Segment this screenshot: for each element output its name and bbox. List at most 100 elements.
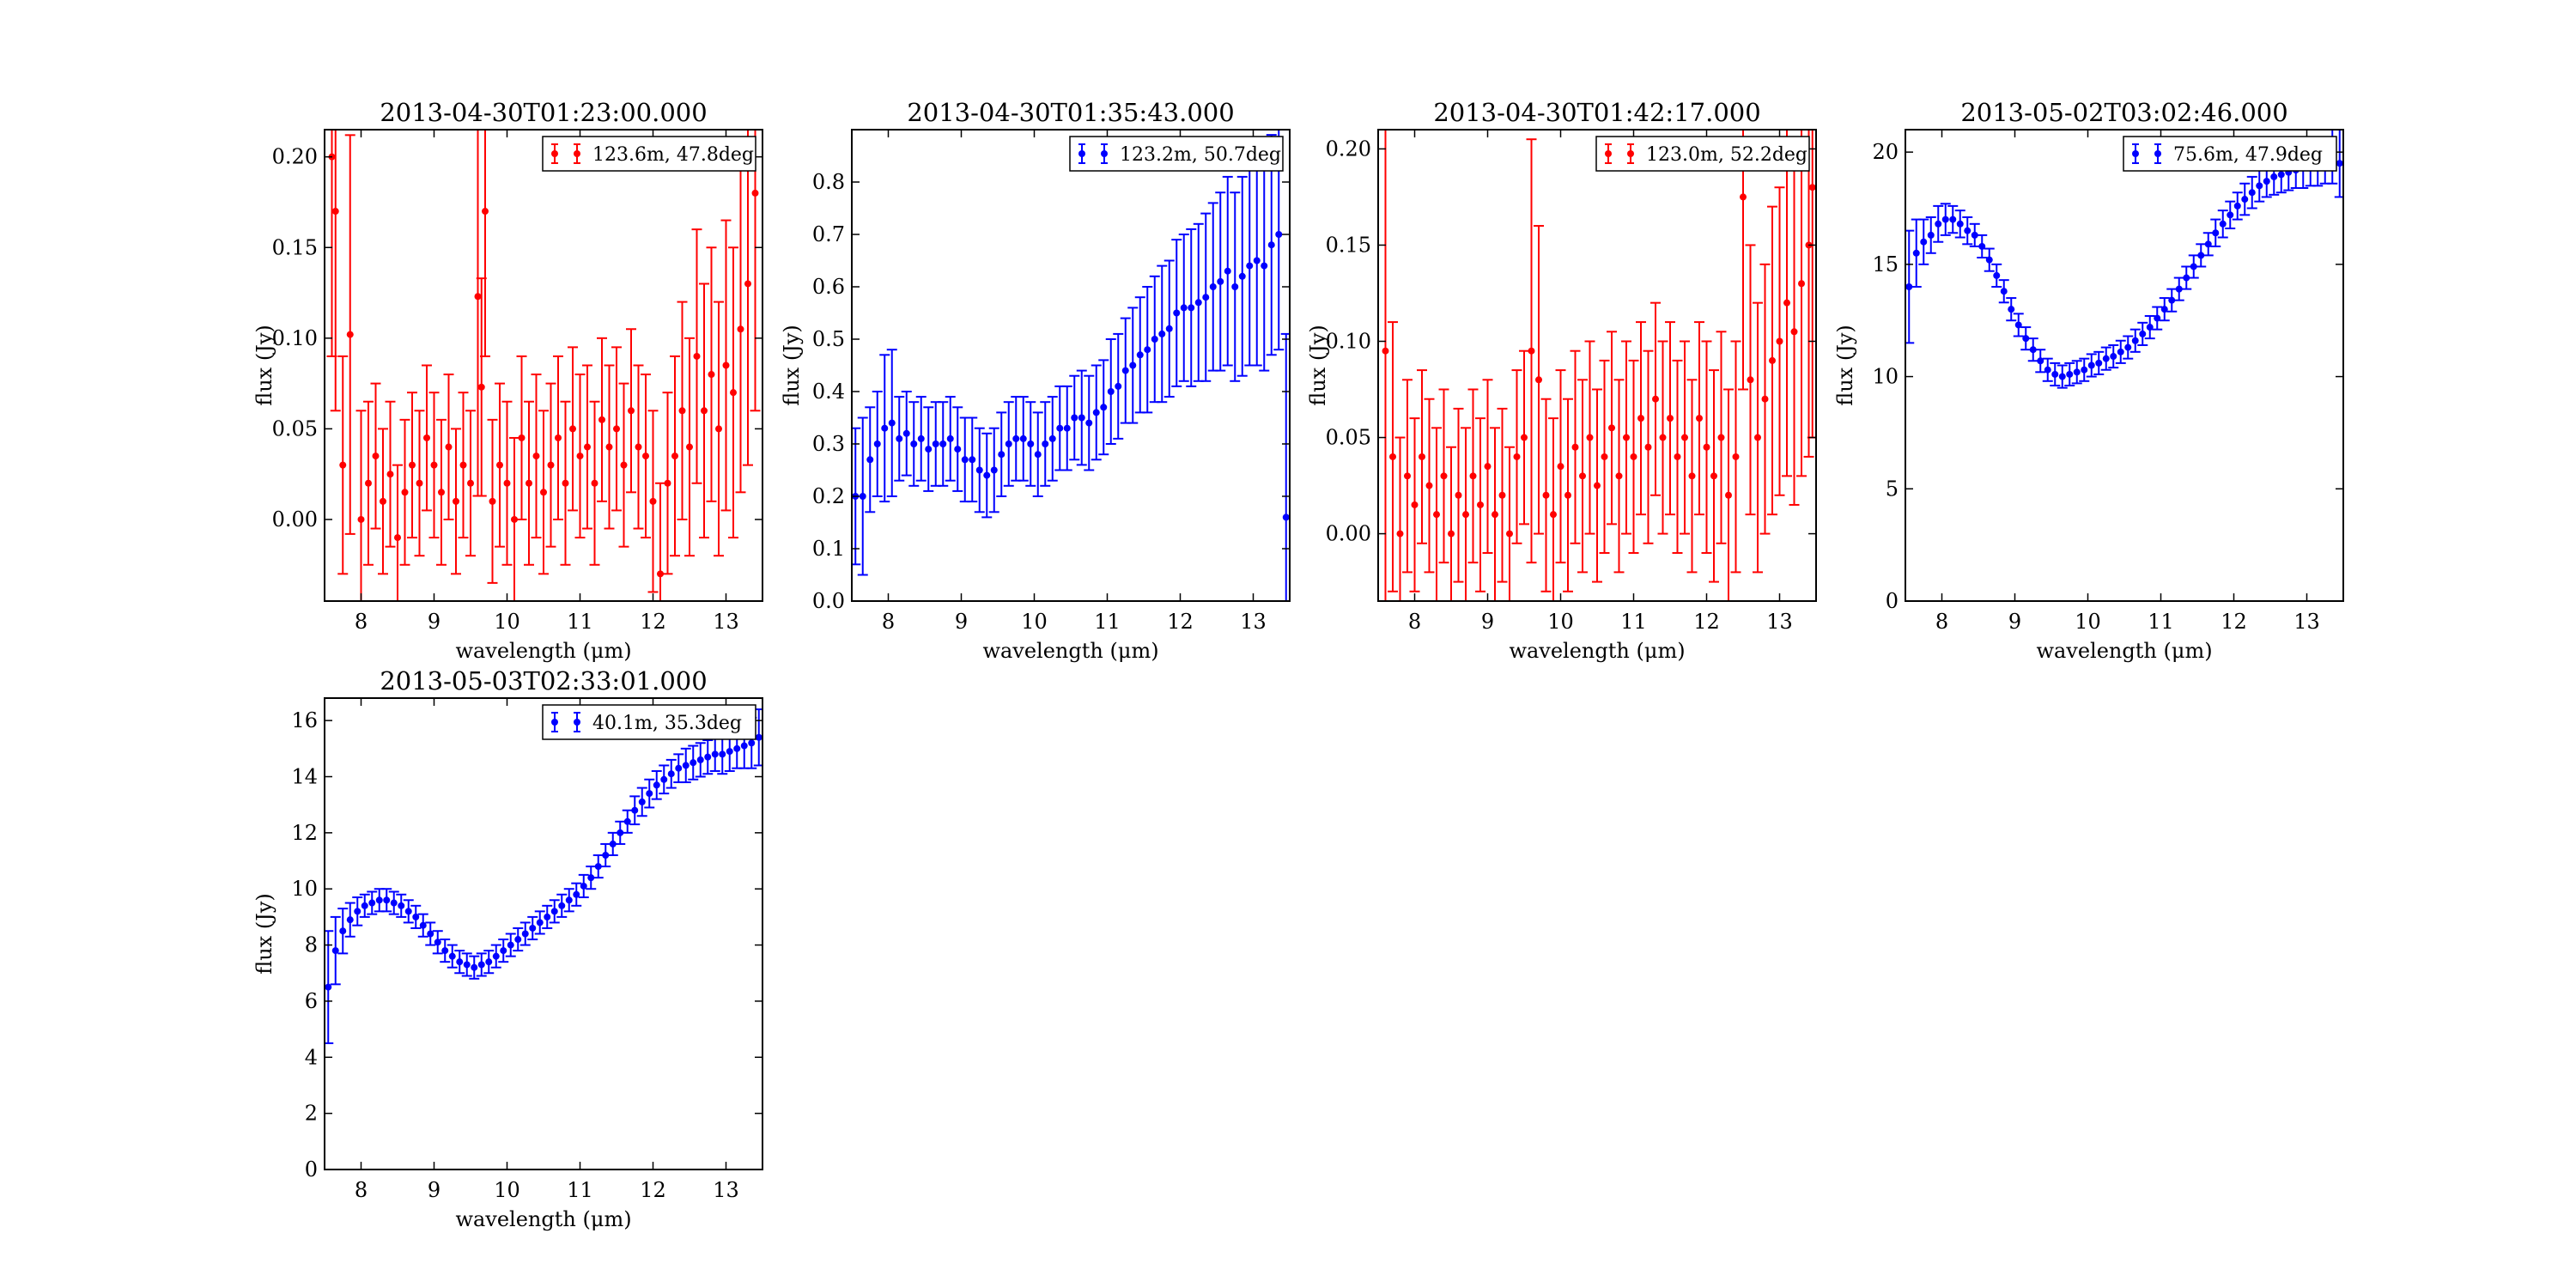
data-point bbox=[2336, 160, 2343, 167]
x-tick-label: 12 bbox=[640, 610, 666, 634]
data-point bbox=[1564, 491, 1571, 499]
series-group bbox=[852, 130, 1290, 601]
data-point bbox=[1180, 304, 1188, 312]
data-point bbox=[565, 896, 573, 904]
chart-title: 2013-05-03T02:33:01.000 bbox=[380, 666, 707, 696]
x-tick-label: 9 bbox=[428, 610, 440, 634]
data-point bbox=[896, 434, 903, 442]
data-point bbox=[1550, 511, 1557, 519]
data-point bbox=[562, 479, 569, 487]
data-point bbox=[925, 446, 933, 453]
data-point bbox=[354, 908, 361, 915]
chart-title: 2013-04-30T01:35:43.000 bbox=[907, 98, 1234, 127]
data-point bbox=[594, 863, 602, 871]
axes-frame bbox=[1377, 129, 1817, 602]
data-point bbox=[555, 434, 562, 441]
data-point bbox=[1136, 351, 1144, 359]
data-point bbox=[445, 443, 453, 451]
data-point bbox=[932, 440, 939, 447]
data-point bbox=[1484, 463, 1492, 471]
legend-marker-point bbox=[551, 719, 558, 726]
data-point bbox=[1659, 434, 1667, 441]
data-point bbox=[1710, 472, 1717, 480]
data-point bbox=[1905, 283, 1913, 290]
data-point bbox=[2022, 335, 2030, 343]
y-tick-label: 0 bbox=[1886, 589, 1899, 613]
data-point bbox=[1652, 395, 1659, 403]
data-point bbox=[1732, 453, 1740, 460]
data-point bbox=[2233, 202, 2241, 210]
chart-panel: 8 9 10 11 12 13 0.00 0.05 0.10 0.15 0.20 2013-04-30… bbox=[1306, 98, 1817, 663]
data-point bbox=[438, 489, 445, 496]
data-point bbox=[471, 963, 478, 971]
data-point bbox=[733, 744, 741, 752]
data-point bbox=[1019, 434, 1027, 442]
data-point bbox=[2066, 370, 2074, 378]
data-point bbox=[409, 461, 416, 469]
data-point bbox=[2029, 346, 2037, 354]
data-point bbox=[1535, 376, 1542, 384]
data-point bbox=[1048, 434, 1056, 442]
series-group bbox=[1905, 130, 2343, 389]
data-point bbox=[459, 461, 467, 469]
x-tick-label: 11 bbox=[567, 1178, 593, 1202]
data-point bbox=[569, 425, 576, 433]
data-point bbox=[701, 407, 708, 415]
data-point bbox=[375, 896, 383, 904]
data-point bbox=[1027, 440, 1035, 447]
data-point bbox=[2270, 173, 2278, 180]
data-point bbox=[1078, 414, 1085, 422]
legend-marker-point bbox=[574, 719, 580, 726]
legend-marker-point bbox=[551, 150, 558, 157]
x-tick-label: 13 bbox=[1766, 610, 1793, 634]
data-point bbox=[1469, 472, 1477, 480]
data-point bbox=[331, 208, 339, 216]
data-point bbox=[1798, 280, 1805, 288]
data-point bbox=[416, 479, 423, 487]
data-point bbox=[2190, 263, 2197, 270]
data-point bbox=[2204, 240, 2212, 248]
series-group bbox=[325, 708, 762, 1044]
y-tick-label: 14 bbox=[291, 765, 318, 789]
data-point bbox=[503, 479, 511, 487]
data-point bbox=[704, 753, 712, 761]
data-point bbox=[529, 924, 537, 932]
data-point bbox=[1790, 328, 1798, 336]
x-tick-label: 8 bbox=[355, 610, 368, 634]
data-point bbox=[605, 443, 613, 451]
data-point bbox=[675, 764, 683, 772]
y-axis-label: flux (Jy) bbox=[780, 325, 804, 406]
data-point bbox=[2073, 368, 2081, 376]
data-point bbox=[463, 961, 471, 969]
data-point bbox=[2087, 361, 2095, 369]
data-point bbox=[500, 947, 507, 955]
data-point bbox=[609, 840, 617, 848]
x-tick-label: 11 bbox=[2148, 610, 2174, 634]
data-point bbox=[547, 461, 555, 469]
data-point bbox=[1513, 453, 1521, 460]
legend: 123.2m, 50.7deg bbox=[1069, 136, 1284, 172]
data-point bbox=[1601, 453, 1608, 460]
data-point bbox=[346, 916, 354, 924]
data-point bbox=[998, 451, 1005, 459]
data-point bbox=[646, 790, 653, 798]
data-point bbox=[1209, 283, 1217, 290]
axes-frame bbox=[1905, 129, 2344, 602]
data-point bbox=[983, 471, 991, 479]
data-point bbox=[1776, 337, 1783, 345]
y-tick-label: 5 bbox=[1886, 477, 1899, 501]
data-point bbox=[653, 781, 660, 789]
y-tick-label: 4 bbox=[305, 1045, 318, 1069]
data-point bbox=[489, 497, 496, 505]
x-tick-label: 11 bbox=[1094, 610, 1121, 634]
data-point bbox=[1085, 419, 1093, 427]
data-point bbox=[1092, 409, 1100, 416]
data-point bbox=[642, 453, 649, 460]
y-tick-label: 0.00 bbox=[272, 507, 318, 532]
data-point bbox=[532, 453, 540, 460]
legend: 75.6m, 47.9deg bbox=[2123, 136, 2337, 172]
data-point bbox=[2014, 321, 2022, 329]
chart-title: 2013-04-30T01:42:17.000 bbox=[1433, 98, 1760, 127]
data-point bbox=[664, 479, 671, 487]
data-point bbox=[881, 424, 889, 432]
